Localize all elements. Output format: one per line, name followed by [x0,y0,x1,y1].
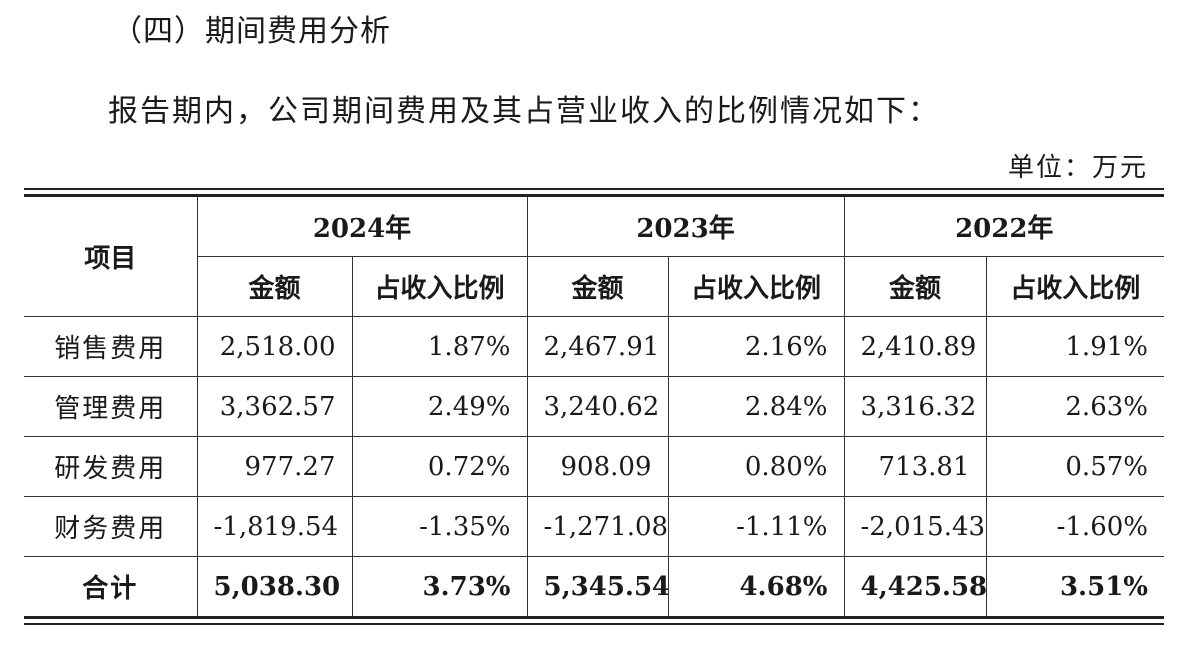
year-header-2024: 2024年 [196,194,528,257]
cell-value: 3,240.62 [526,376,669,437]
total-row: 合计 5,038.30 3.73% 5,345.54 4.68% 4,425.5… [24,556,1164,619]
cell-value: 2.63% [985,376,1164,437]
cell-value: 2,467.91 [526,316,669,377]
header-row-years: 项目 2024年 2023年 2022年 [24,194,1164,317]
ratio-header-2024: 占收入比例 [351,256,528,317]
section-title: （四）期间费用分析 [112,14,391,49]
cell-value: 713.81 [843,436,987,497]
intro-paragraph: 报告期内，公司期间费用及其占营业收入的比例情况如下： [108,94,940,129]
table-row: 销售费用 2,518.00 1.87% 2,467.91 2.16% 2,410… [24,316,1164,377]
total-value: 3.73% [351,556,528,619]
cell-value: -1,819.54 [196,496,353,557]
cell-value: -1,271.08 [526,496,669,557]
cell-value: -1.60% [985,496,1164,557]
total-value: 5,038.30 [196,556,353,619]
expense-table-frame: 项目 2024年 2023年 2022年 金额 占收入比例 金额 占收入比例 金… [24,188,1164,625]
amount-header-2022: 金额 [843,256,987,317]
cell-value: -2,015.43 [843,496,987,557]
total-value: 4,425.58 [843,556,987,619]
item-header: 项目 [24,194,198,317]
expense-table: 项目 2024年 2023年 2022年 金额 占收入比例 金额 占收入比例 金… [24,194,1164,619]
cell-value: 1.87% [351,316,528,377]
cell-value: 908.09 [526,436,669,497]
cell-value: 2.84% [667,376,845,437]
amount-header-2024: 金额 [197,256,353,317]
cell-value: -1.35% [351,496,528,557]
total-value: 5,345.54 [526,556,669,619]
header-row-columns: 金额 占收入比例 金额 占收入比例 金额 占收入比例 [24,256,1164,317]
table-row: 管理费用 3,362.57 2.49% 3,240.62 2.84% 3,316… [24,376,1164,437]
table-row: 研发费用 977.27 0.72% 908.09 0.80% 713.81 0.… [24,436,1164,497]
table-row: 财务费用 -1,819.54 -1.35% -1,271.08 -1.11% -… [24,496,1164,557]
cell-value: 3,362.57 [196,376,353,437]
cell-value: 2.49% [351,376,528,437]
total-value: 3.51% [985,556,1164,619]
row-label: 财务费用 [24,496,198,557]
cell-value: 0.72% [351,436,528,497]
total-label: 合计 [24,556,198,619]
cell-value: 977.27 [196,436,353,497]
ratio-header-2022: 占收入比例 [985,256,1164,317]
row-label: 销售费用 [24,316,198,377]
cell-value: 2,518.00 [196,316,353,377]
unit-label: 单位：万元 [1007,153,1148,183]
cell-value: 3,316.32 [843,376,987,437]
cell-value: -1.11% [667,496,845,557]
row-label: 管理费用 [24,376,198,437]
amount-header-2023: 金额 [526,256,669,317]
cell-value: 0.80% [667,436,845,497]
total-value: 4.68% [667,556,845,619]
cell-value: 2,410.89 [843,316,987,377]
cell-value: 2.16% [667,316,845,377]
cell-value: 1.91% [985,316,1164,377]
cell-value: 0.57% [985,436,1164,497]
year-header-2022: 2022年 [843,194,1164,257]
ratio-header-2023: 占收入比例 [667,256,845,317]
year-header-2023: 2023年 [526,194,845,257]
row-label: 研发费用 [24,436,198,497]
